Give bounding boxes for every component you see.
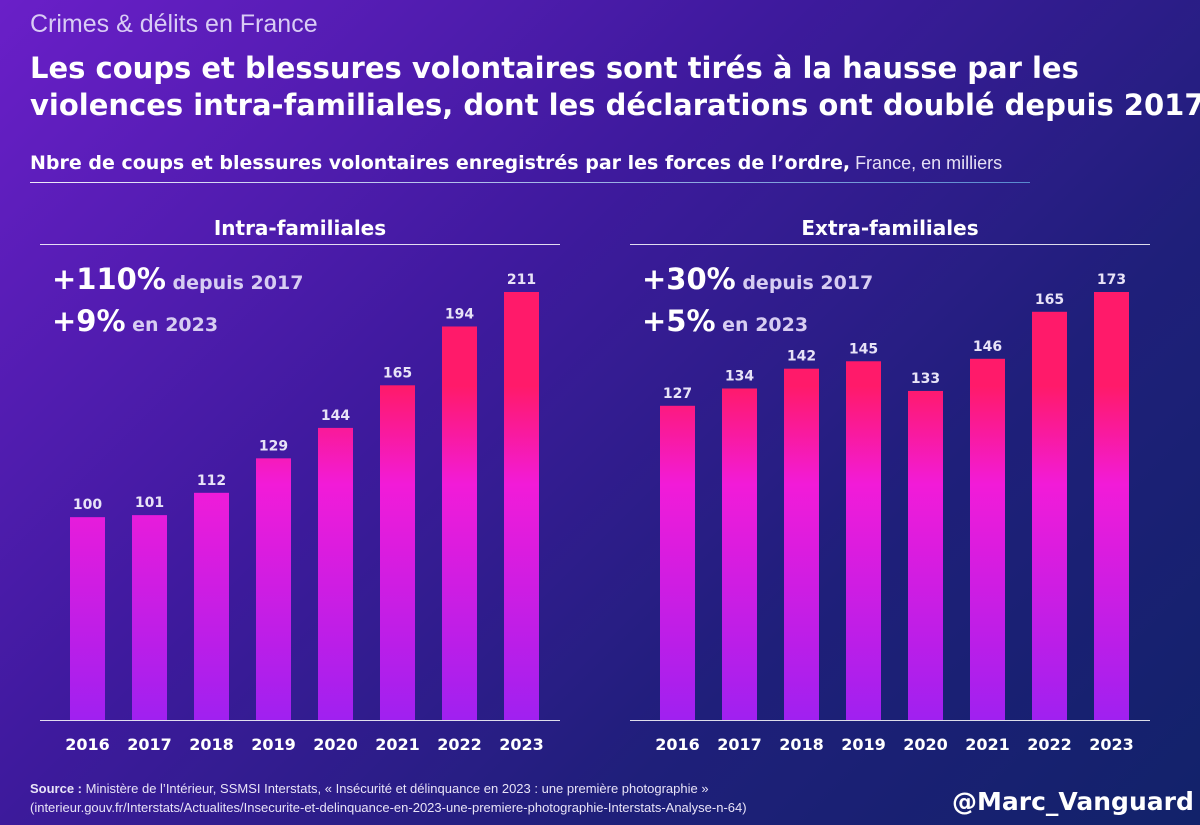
title-line-2: violences intra-familiales, dont les déc… [30,88,1200,122]
panel-title: Intra-familiales [213,216,387,240]
bar-2023 [504,292,539,720]
x-tick-2018: 2018 [779,735,824,754]
x-tick-2020: 2020 [903,735,948,754]
panel-intra-familiales: Intra-familiales 100 2016 101 2017 112 2018 12… [40,210,600,770]
x-tick-2022: 2022 [1027,735,1072,754]
value-label-2017: 134 [725,368,754,384]
bar-2017 [132,515,167,720]
kicker: Crimes & délits en France [30,10,318,38]
value-label-2020: 144 [321,408,350,424]
value-label-2018: 142 [787,349,816,365]
value-label-2020: 133 [911,371,940,387]
bar-chart-extra-familiales: 127 2016 134 2017 142 2018 145 2019 133 2020 146 20… [630,272,1150,754]
value-label-2016: 100 [73,497,102,513]
panel-extra-familiales: Extra-familiales 127 2016 134 2017 142 2018 14… [630,210,1190,770]
bar-2021 [970,358,1005,720]
bar-2020 [908,390,943,720]
value-label-2018: 112 [197,473,226,489]
bar-2018 [784,368,819,720]
x-tick-2017: 2017 [127,735,172,754]
stat-since-2017: +30% depuis 2017 [642,262,873,296]
x-tick-2020: 2020 [313,735,358,754]
subtitle-main: Nbre de coups et blessures volontaires e… [30,152,851,174]
bar-2022 [1032,311,1067,720]
bar-2023 [1094,292,1129,720]
bar-2022 [442,326,477,720]
source-url: (interieur.gouv.fr/Interstats/Actualites… [30,800,747,815]
x-tick-2019: 2019 [841,735,886,754]
value-label-2019: 129 [259,438,288,454]
x-tick-2023: 2023 [1089,735,1134,754]
stat-value: +5% [642,304,716,338]
value-label-2023: 211 [507,272,536,288]
bar-chart-intra-familiales: 100 2016 101 2017 112 2018 129 2019 144 2020 165 20… [40,272,560,754]
bar-2019 [256,458,291,720]
x-tick-2016: 2016 [65,735,110,754]
bar-2019 [846,361,881,720]
bar-2018 [194,492,229,720]
stat-value: +9% [52,304,126,338]
source-label: Source : [30,781,83,796]
bar-2021 [380,385,415,720]
value-label-2016: 127 [663,386,692,402]
bar-2017 [722,388,757,720]
x-tick-2022: 2022 [437,735,482,754]
value-label-2023: 173 [1097,272,1126,288]
bar-2016 [70,517,105,720]
x-tick-2021: 2021 [375,735,420,754]
x-tick-2019: 2019 [251,735,296,754]
source-line: Source : Ministère de l’Intérieur, SSMSI… [30,779,950,798]
value-label-2019: 145 [849,341,878,357]
stat-value: +110% [52,262,166,296]
stat-label: depuis 2017 [735,272,874,294]
value-label-2017: 101 [135,495,164,511]
x-tick-2016: 2016 [655,735,700,754]
bar-2016 [660,405,695,720]
title-line-1: Les coups et blessures volontaires sont … [30,51,1079,85]
bar-2020 [318,427,353,720]
panel-divider [40,244,560,245]
value-label-2022: 194 [445,306,474,322]
value-label-2021: 146 [973,339,1002,355]
panel-title: Extra-familiales [801,216,979,240]
x-tick-2018: 2018 [189,735,234,754]
value-label-2022: 165 [1035,292,1064,308]
value-label-2021: 165 [383,365,412,381]
x-tick-2023: 2023 [499,735,544,754]
x-tick-2017: 2017 [717,735,762,754]
stat-label: depuis 2017 [165,272,304,294]
page-title: Les coups et blessures volontaires sont … [30,50,1200,124]
stat-since-2017: +110% depuis 2017 [52,262,303,296]
stat-in-2023: +9% en 2023 [52,304,218,338]
stat-in-2023: +5% en 2023 [642,304,808,338]
stat-label: en 2023 [715,314,809,336]
x-tick-2021: 2021 [965,735,1010,754]
subtitle: Nbre de coups et blessures volontaires e… [30,152,1002,174]
author-handle: @Marc_Vanguard [952,787,1194,816]
stat-label: en 2023 [125,314,219,336]
source-text: Ministère de l’Intérieur, SSMSI Intersta… [82,781,709,796]
panel-divider [630,244,1150,245]
source-note: Source : Ministère de l’Intérieur, SSMSI… [30,779,950,817]
stat-value: +30% [642,262,736,296]
subtitle-units: France, en milliers [850,153,1003,173]
subtitle-divider [30,182,1030,183]
